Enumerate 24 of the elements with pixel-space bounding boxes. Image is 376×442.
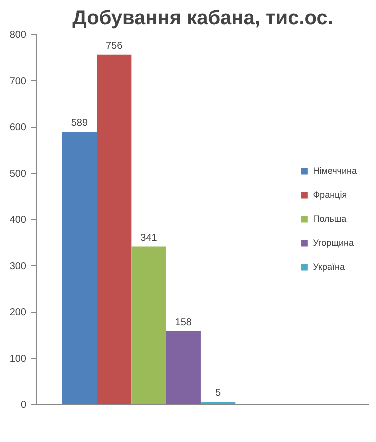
legend-label: Німеччина [313, 166, 357, 176]
legend-label: Польша [313, 214, 347, 224]
bar [97, 54, 132, 404]
data-label: 589 [71, 118, 88, 130]
y-tick-label: 700 [10, 76, 27, 88]
bar [132, 246, 166, 404]
legend-label: Угорщина [313, 238, 354, 248]
data-label: 341 [140, 232, 158, 244]
y-tick-label: 100 [10, 354, 27, 365]
data-label: 158 [175, 317, 192, 328]
y-tick-label: 800 [10, 30, 27, 41]
y-tick-label: 300 [10, 261, 27, 272]
bar [166, 331, 201, 404]
y-tick-label: 0 [20, 400, 27, 411]
bar [62, 132, 98, 404]
y-tick-label: 600 [10, 122, 27, 134]
legend-label: Україна [313, 262, 345, 272]
data-label: 5 [216, 388, 222, 400]
y-tick-label: 200 [10, 308, 27, 318]
data-label: 756 [106, 40, 124, 52]
y-tick-label: 500 [10, 168, 27, 180]
y-tick-label: 400 [10, 215, 27, 226]
chart-title: Добування кабана, тис.ос. [72, 8, 334, 30]
legend-label: Франція [313, 190, 348, 200]
